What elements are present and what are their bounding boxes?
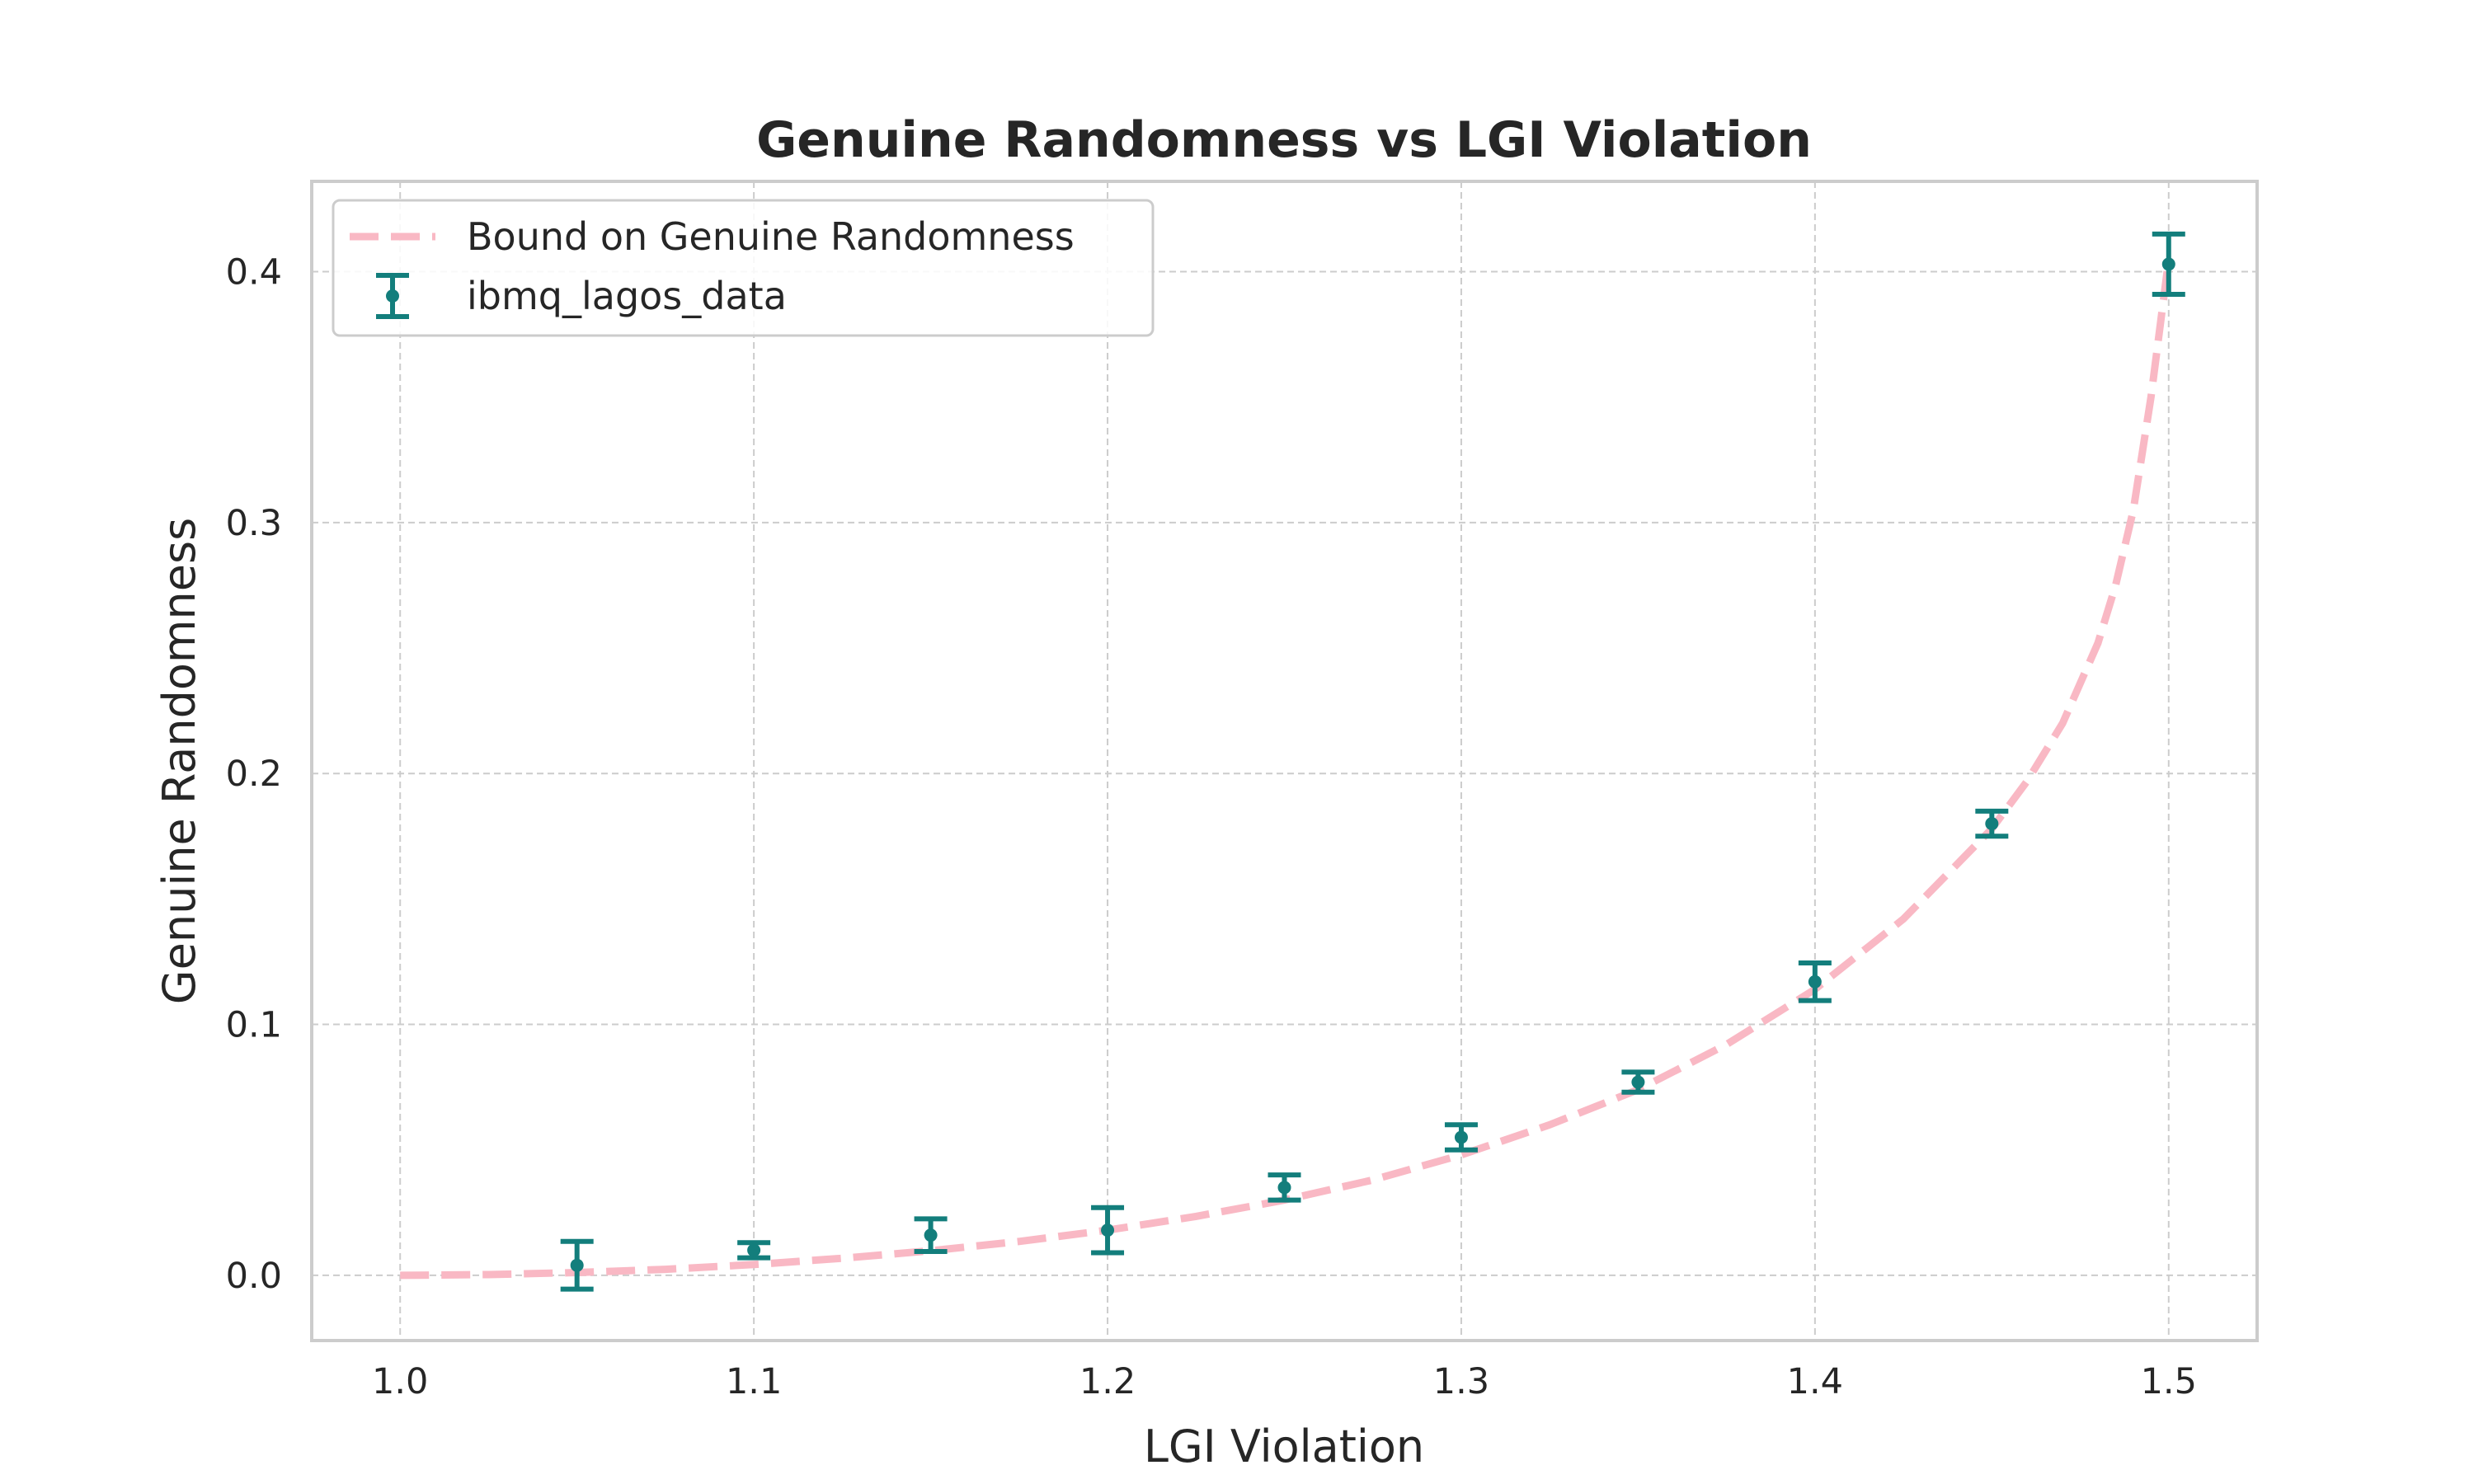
y-tick-label: 0.3 bbox=[226, 503, 282, 544]
legend-label-ibmq: ibmq_lagos_data bbox=[467, 274, 787, 318]
data-point bbox=[1268, 1172, 1301, 1203]
data-point bbox=[1798, 960, 1832, 1003]
legend-box bbox=[332, 199, 1155, 337]
x-tick-label: 1.5 bbox=[2141, 1361, 2197, 1402]
y-tick-label: 0.1 bbox=[226, 1005, 282, 1046]
data-point bbox=[737, 1240, 771, 1261]
legend-label-bound: Bound on Genuine Randomness bbox=[467, 214, 1075, 259]
y-axis-ticks: 0.0 0.1 0.2 0.3 0.4 bbox=[226, 252, 282, 1297]
chart-title: Genuine Randomness vs LGI Violation bbox=[756, 111, 1812, 169]
data-marker bbox=[1808, 974, 1822, 989]
x-axis-label: LGI Violation bbox=[1144, 1421, 1424, 1472]
y-tick-label: 0.2 bbox=[226, 754, 282, 795]
data-marker bbox=[1277, 1181, 1291, 1195]
data-point bbox=[1091, 1205, 1125, 1256]
x-tick-label: 1.3 bbox=[1433, 1361, 1489, 1402]
data-marker bbox=[1631, 1075, 1645, 1089]
x-tick-label: 1.1 bbox=[726, 1361, 782, 1402]
bound-curve bbox=[400, 258, 2173, 1280]
data-point bbox=[914, 1216, 948, 1254]
data-marker bbox=[747, 1243, 761, 1257]
data-marker bbox=[924, 1228, 938, 1242]
data-point bbox=[560, 1238, 594, 1292]
plot-frame bbox=[310, 180, 2259, 1342]
data-marker bbox=[2161, 257, 2175, 271]
data-point bbox=[2152, 231, 2185, 297]
data-point bbox=[1621, 1069, 1655, 1095]
legend: Bound on Genuine Randomness ibmq_lagos_d… bbox=[332, 199, 1155, 337]
data-marker bbox=[1985, 817, 1999, 831]
y-axis-label: Genuine Randomness bbox=[153, 518, 205, 1004]
data-marker bbox=[570, 1258, 584, 1272]
data-marker bbox=[1101, 1223, 1115, 1237]
bound-curve-layer bbox=[400, 258, 2173, 1280]
y-tick-label: 0.0 bbox=[226, 1256, 282, 1297]
x-tick-label: 1.2 bbox=[1079, 1361, 1136, 1402]
x-axis-ticks: 1.0 1.1 1.2 1.3 1.4 1.5 bbox=[372, 1361, 2197, 1402]
data-marker bbox=[1454, 1130, 1468, 1144]
y-tick-label: 0.4 bbox=[226, 252, 282, 294]
legend-errorbar-swatch bbox=[376, 273, 409, 319]
x-tick-label: 1.0 bbox=[372, 1361, 428, 1402]
data-point bbox=[1444, 1122, 1478, 1153]
x-tick-label: 1.4 bbox=[1787, 1361, 1843, 1402]
data-points-layer bbox=[560, 231, 2185, 1292]
plot-background bbox=[312, 181, 2257, 1341]
data-point bbox=[1975, 808, 2009, 839]
